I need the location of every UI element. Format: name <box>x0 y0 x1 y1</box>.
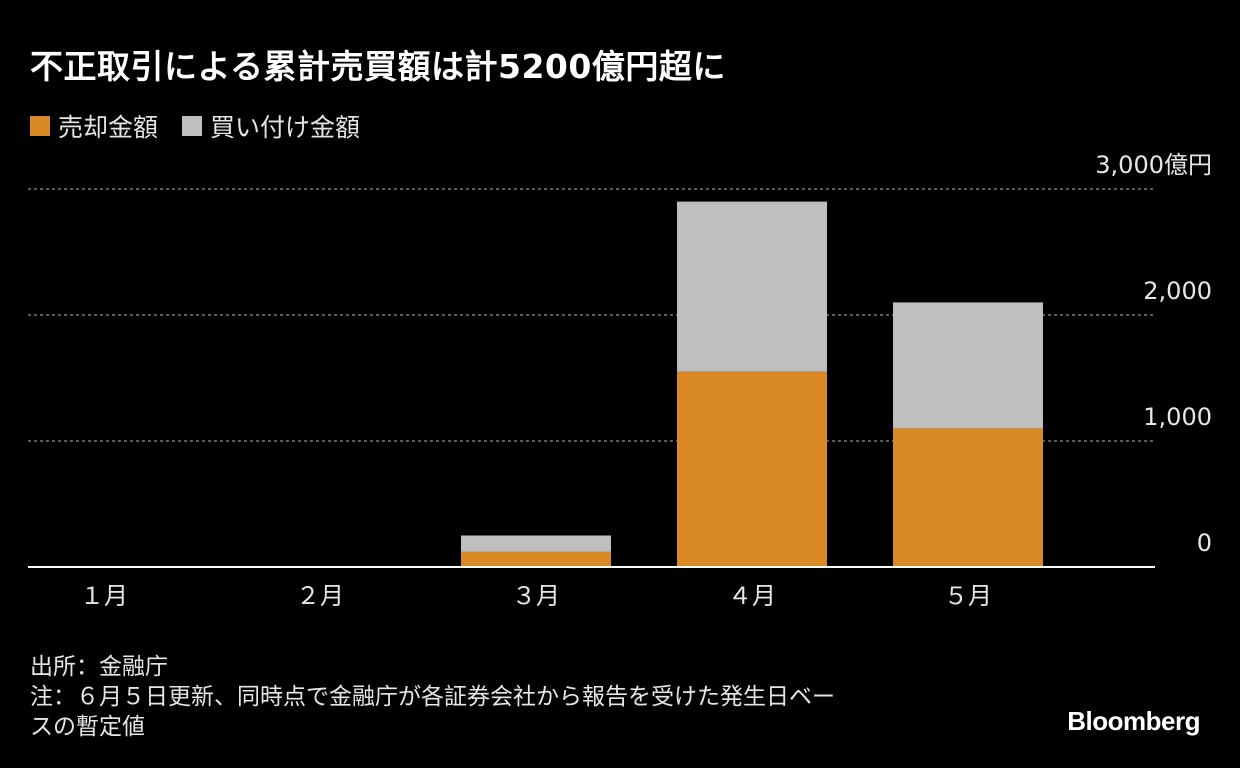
bar-buy <box>461 535 611 552</box>
note-text-line1: 注：６月５日更新、同時点で金融庁が各証券会社から報告を受けた発生日ベー <box>30 684 835 710</box>
grid-lines <box>28 188 1155 442</box>
note-text-line2: スの暫定値 <box>30 714 145 740</box>
axes: 0 1,000 2,000 3,000億円 １月 ２月 ３月 ４月 ５月 <box>28 151 1212 610</box>
legend-item-sell: 売却金額 <box>30 108 158 144</box>
bar-chart: 0 1,000 2,000 3,000億円 １月 ２月 ３月 ４月 ５月 <box>28 151 1212 610</box>
legend-swatch-buy <box>182 116 203 136</box>
x-tick-label: ５月 <box>944 582 992 610</box>
legend-swatch-sell <box>30 116 50 136</box>
y-tick-label: 2,000 <box>1143 277 1212 305</box>
y-tick-label: 1,000 <box>1143 403 1212 431</box>
chart-legend: 売却金額 買い付け金額 <box>30 108 384 144</box>
y-tick-label: 3,000億円 <box>1095 151 1212 179</box>
legend-label-buy: 買い付け金額 <box>210 113 361 142</box>
chart-title: 不正取引による累計売買額は計5200億円超に <box>30 47 726 86</box>
y-tick-label: 0 <box>1197 529 1212 557</box>
source-text: 出所：金融庁 <box>30 654 168 680</box>
bar-sell <box>677 371 827 567</box>
bars <box>461 201 1043 567</box>
bloomberg-logo: Bloomberg <box>1067 706 1200 736</box>
legend-label-sell: 売却金額 <box>58 113 159 142</box>
legend-item-buy: 買い付け金額 <box>182 108 360 144</box>
bar-sell <box>893 428 1043 567</box>
x-tick-label: ４月 <box>728 582 776 610</box>
x-tick-label: １月 <box>80 582 128 610</box>
bar-buy <box>893 302 1043 429</box>
x-tick-label: ３月 <box>512 582 560 610</box>
x-tick-label: ２月 <box>296 582 344 610</box>
bar-sell <box>461 551 611 567</box>
chart-footer: 出所：金融庁 注：６月５日更新、同時点で金融庁が各証券会社から報告を受けた発生日… <box>30 652 990 742</box>
bar-buy <box>677 201 827 372</box>
